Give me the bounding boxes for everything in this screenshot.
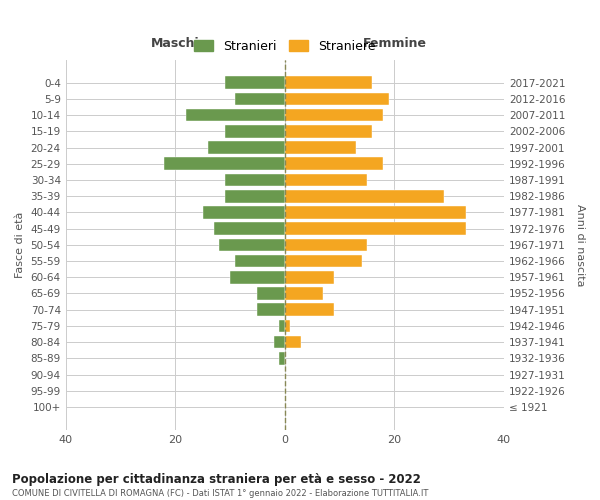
Bar: [285, 76, 373, 89]
Bar: [285, 109, 383, 122]
Text: Popolazione per cittadinanza straniera per età e sesso - 2022: Popolazione per cittadinanza straniera p…: [12, 472, 421, 486]
Bar: [235, 92, 285, 106]
Bar: [224, 76, 285, 89]
Bar: [164, 158, 285, 170]
Bar: [224, 190, 285, 202]
Bar: [274, 336, 285, 348]
Bar: [257, 287, 285, 300]
Bar: [285, 271, 334, 283]
Bar: [285, 304, 334, 316]
Bar: [285, 336, 301, 348]
Y-axis label: Anni di nascita: Anni di nascita: [575, 204, 585, 286]
Text: Maschi: Maschi: [151, 37, 200, 50]
Text: COMUNE DI CIVITELLA DI ROMAGNA (FC) - Dati ISTAT 1° gennaio 2022 - Elaborazione : COMUNE DI CIVITELLA DI ROMAGNA (FC) - Da…: [12, 489, 428, 498]
Bar: [208, 141, 285, 154]
Bar: [235, 254, 285, 268]
Bar: [285, 222, 466, 235]
Bar: [257, 304, 285, 316]
Bar: [224, 125, 285, 138]
Bar: [285, 206, 466, 218]
Bar: [186, 109, 285, 122]
Bar: [230, 271, 285, 283]
Bar: [285, 125, 373, 138]
Y-axis label: Fasce di età: Fasce di età: [15, 212, 25, 278]
Bar: [285, 238, 367, 251]
Bar: [285, 320, 290, 332]
Bar: [285, 254, 362, 268]
Bar: [285, 141, 356, 154]
Bar: [219, 238, 285, 251]
Bar: [285, 174, 367, 186]
Bar: [285, 92, 389, 106]
Bar: [214, 222, 285, 235]
Bar: [203, 206, 285, 218]
Bar: [280, 352, 285, 364]
Bar: [285, 190, 443, 202]
Bar: [285, 158, 383, 170]
Bar: [224, 174, 285, 186]
Bar: [280, 320, 285, 332]
Bar: [285, 287, 323, 300]
Text: Femmine: Femmine: [362, 37, 427, 50]
Legend: Stranieri, Straniere: Stranieri, Straniere: [191, 36, 379, 56]
